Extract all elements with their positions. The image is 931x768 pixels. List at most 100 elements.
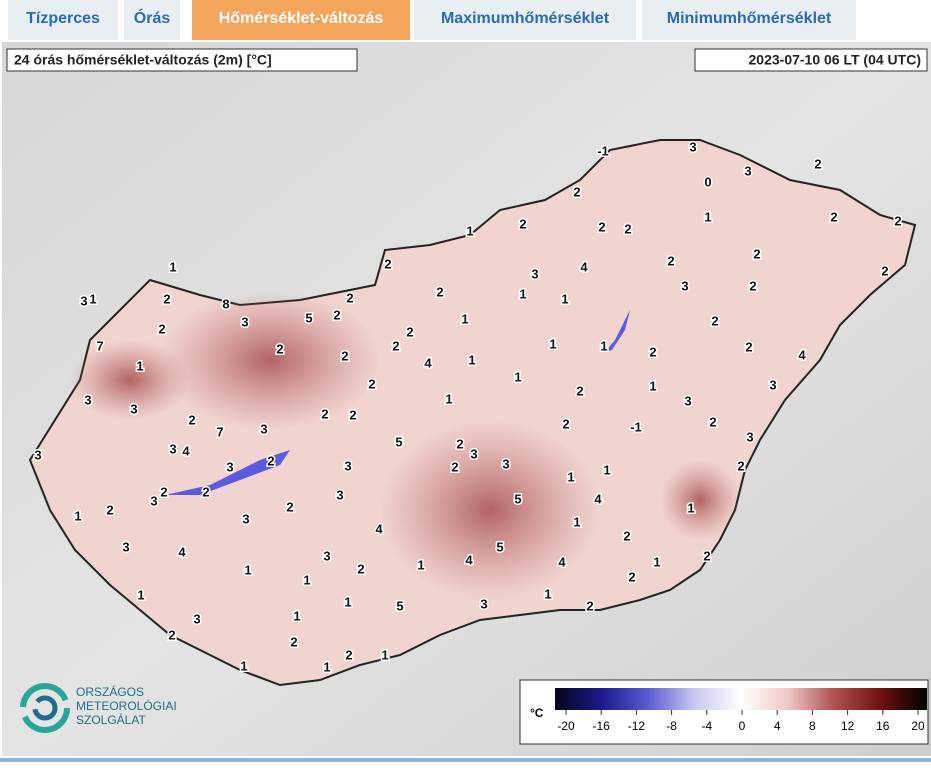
station-value: 1 <box>514 369 521 384</box>
legend-tick-label: 16 <box>876 719 890 733</box>
station-value: 5 <box>395 434 402 449</box>
station-value: 1 <box>704 209 711 224</box>
station-value: 1 <box>244 562 251 577</box>
timestamp: 2023-07-10 06 LT (04 UTC) <box>749 52 921 68</box>
station-value: 5 <box>496 539 503 554</box>
station-value: -1 <box>597 143 609 158</box>
station-value: 2 <box>392 338 399 353</box>
station-value: 1 <box>649 378 656 393</box>
station-value: 3 <box>681 278 688 293</box>
station-value: 3 <box>480 596 487 611</box>
station-value: 1 <box>344 594 351 609</box>
station-value: 1 <box>74 508 81 523</box>
station-value: 7 <box>96 338 103 353</box>
station-value: 2 <box>286 499 293 514</box>
station-value: 1 <box>600 338 607 353</box>
legend-tick-label: -4 <box>701 719 712 733</box>
tab[interactable]: Tízperces <box>8 0 118 40</box>
station-value: 2 <box>160 484 167 499</box>
station-value: 2 <box>345 647 352 662</box>
legend-tick-label: 20 <box>911 719 925 733</box>
station-value: 2 <box>623 528 630 543</box>
station-value: 2 <box>586 598 593 613</box>
station-value: 3 <box>689 139 696 154</box>
station-value: 4 <box>798 347 806 362</box>
station-value: 4 <box>465 552 473 567</box>
map: 24 órás hőmérséklet-változás (2m) [°C] 2… <box>0 42 931 762</box>
bottom-bar <box>0 758 931 762</box>
tab[interactable]: Órás <box>124 0 180 40</box>
station-value: 3 <box>80 293 87 308</box>
station-value: 2 <box>598 219 605 234</box>
station-value: 2 <box>168 627 175 642</box>
station-value: 2 <box>451 459 458 474</box>
station-value: 3 <box>130 401 137 416</box>
station-value: 3 <box>260 421 267 436</box>
station-value: 1 <box>381 647 388 662</box>
station-value: 2 <box>188 412 195 427</box>
station-value: -1 <box>630 419 642 434</box>
station-value: 1 <box>136 358 143 373</box>
legend-tick-label: -16 <box>593 719 611 733</box>
station-value: 2 <box>745 339 752 354</box>
station-value: 1 <box>603 462 610 477</box>
station-value: 3 <box>169 441 176 456</box>
station-value: 3 <box>34 447 41 462</box>
station-value: 2 <box>814 156 821 171</box>
stations: -1 303 222 21 2 21 221 3 4 2 223 1 2 83 5 22 2 1 13 221 27 2 2… <box>33 138 903 676</box>
legend-tick-label: 12 <box>841 719 855 733</box>
station-value: 4 <box>424 355 432 370</box>
station-value: 5 <box>396 598 403 613</box>
station-value: 2 <box>368 376 375 391</box>
station-value: 1 <box>137 587 144 602</box>
station-value: 2 <box>349 407 356 422</box>
station-value: 3 <box>241 314 248 329</box>
station-value: 2 <box>333 307 340 322</box>
station-value: 3 <box>336 487 343 502</box>
logo-text: ORSZÁGOS <box>76 684 144 699</box>
station-value: 4 <box>580 259 588 274</box>
tab[interactable]: Hőmérséklet-változás <box>192 0 410 40</box>
legend-tick-label: 0 <box>739 719 746 733</box>
lake <box>165 450 290 495</box>
station-value: 3 <box>744 163 751 178</box>
legend-tick-label: -20 <box>557 719 575 733</box>
station-value: 4 <box>182 443 190 458</box>
station-value: 5 <box>305 310 312 325</box>
station-value: 1 <box>653 554 660 569</box>
station-value: 4 <box>558 554 566 569</box>
station-value: 3 <box>84 392 91 407</box>
station-value: 3 <box>150 493 157 508</box>
station-value: 3 <box>242 511 249 526</box>
country <box>28 139 917 687</box>
station-value: 2 <box>737 458 744 473</box>
tab[interactable]: Maximumhőmérséklet <box>414 0 636 40</box>
station-value: 3 <box>323 548 330 563</box>
tab[interactable]: Minimumhőmérséklet <box>642 0 856 40</box>
station-value: 1 <box>461 311 468 326</box>
station-value: 3 <box>193 611 200 626</box>
station-value: 1 <box>323 659 330 674</box>
station-value: 1 <box>240 658 247 673</box>
station-value: 2 <box>436 284 443 299</box>
station-value: 1 <box>567 469 574 484</box>
station-value: 2 <box>267 453 274 468</box>
station-value: 2 <box>649 344 656 359</box>
station-value: 2 <box>202 484 209 499</box>
map-title: 24 órás hőmérséklet-változás (2m) [°C] <box>14 52 272 68</box>
station-value: 2 <box>703 548 710 563</box>
station-value: 3 <box>344 458 351 473</box>
logo-text: SZOLGÁLAT <box>76 712 146 727</box>
station-value: 4 <box>375 521 383 536</box>
station-value: 3 <box>470 446 477 461</box>
station-value: 2 <box>163 291 170 306</box>
station-value: 2 <box>573 184 580 199</box>
logo-text: METEOROLÓGIAI <box>76 698 177 713</box>
station-value: 2 <box>749 278 756 293</box>
station-value: 2 <box>276 341 283 356</box>
station-value: 2 <box>624 221 631 236</box>
station-value: 2 <box>158 321 165 336</box>
station-value: 1 <box>549 336 556 351</box>
station-value: 2 <box>576 383 583 398</box>
station-value: 5 <box>514 491 521 506</box>
